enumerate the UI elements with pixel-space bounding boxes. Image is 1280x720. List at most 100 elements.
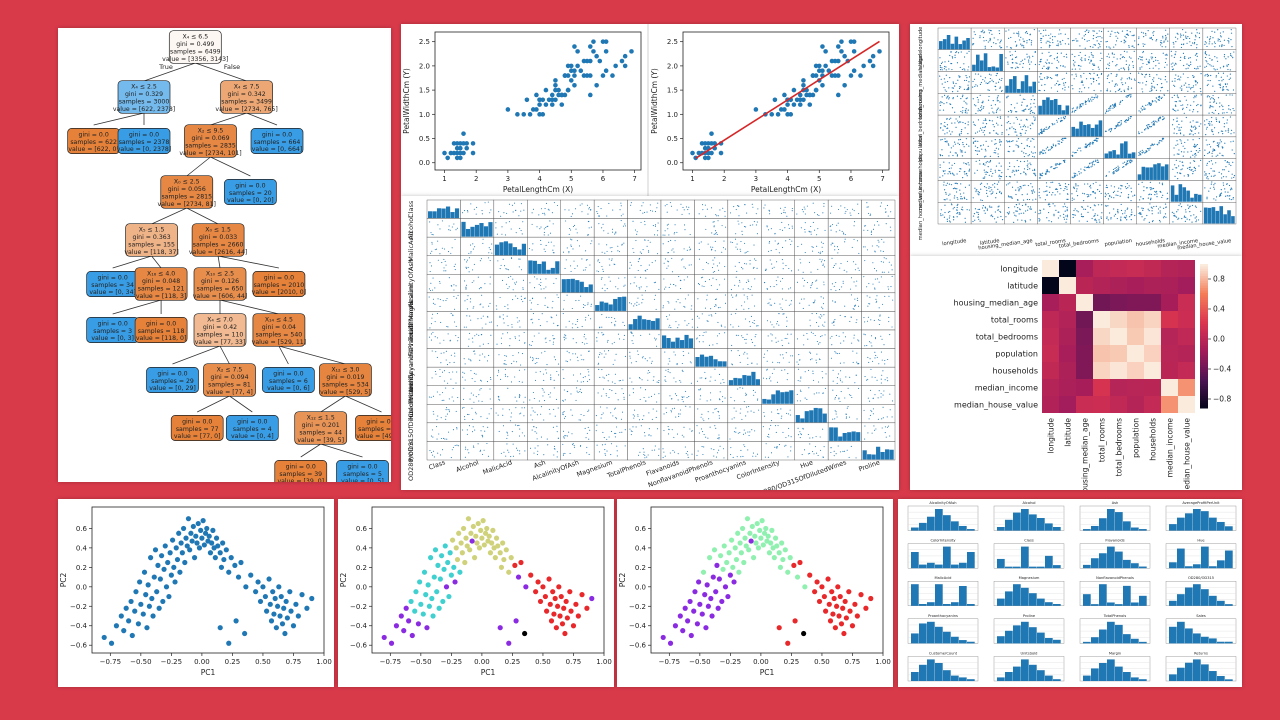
tree-node-text: value = [622, 0] [68,146,119,153]
matrix-hist-bar [962,40,966,50]
matrix-point [1022,38,1024,40]
matrix-point [782,357,784,359]
iris-point [568,68,574,74]
matrix-point [1152,32,1154,34]
matrix-point [1115,91,1117,93]
matrix-point [702,453,704,456]
matrix-point [952,96,954,99]
matrix-point [889,435,891,437]
matrix-point [436,337,439,339]
matrix-point [890,211,892,213]
matrix-point [601,332,603,334]
matrix-point [1151,82,1153,84]
matrix-point [540,413,542,415]
matrix-point [1030,103,1032,105]
tree-edge [210,156,251,177]
matrix-point [1177,75,1179,77]
matrix-point [948,130,951,132]
matrix-point [1228,108,1230,110]
matrix-point [683,305,685,308]
matrix-point [810,231,812,233]
matrix-point [632,414,634,416]
matrix-point [804,222,806,224]
matrix-point [597,356,600,358]
iris-point [826,68,832,74]
matrix-x-label: Proline [858,458,881,473]
matrix-point [875,338,877,340]
matrix-point [1211,30,1213,32]
matrix-point [846,407,848,409]
matrix-point [997,39,999,41]
matrix-point [562,399,564,401]
matrix-point [1141,109,1143,111]
matrix-point [1195,94,1197,96]
tree-node-box [252,313,306,347]
matrix-point [1210,120,1213,123]
matrix-point [715,427,717,429]
matrix-point [736,456,738,458]
matrix-point [812,221,814,224]
matrix-point [889,334,891,336]
matrix-point [817,228,819,230]
matrix-point [1071,84,1073,87]
matrix-hist-bar [946,34,951,50]
matrix-point [562,443,564,445]
matrix-point [1160,42,1162,44]
matrix-point [747,449,749,451]
matrix-point [766,288,768,290]
matrix-point [1207,83,1209,85]
iris-point [600,39,606,44]
matrix-point [873,319,875,322]
matrix-point [831,257,833,259]
matrix-point [451,396,453,398]
matrix-point [557,407,559,409]
matrix-point [788,361,790,363]
matrix-point [763,415,766,417]
tree-node-text: gini = 0.019 [326,374,364,381]
matrix-point [651,362,653,364]
matrix-point [980,81,982,84]
matrix-point [992,81,994,83]
matrix-point [743,294,745,296]
iris-point [813,73,819,78]
matrix-point [965,79,967,82]
matrix-point [577,326,579,328]
matrix-point [853,308,855,310]
matrix-point [1195,36,1197,38]
matrix-point [757,325,759,327]
matrix-point [1222,66,1225,68]
matrix-point [1124,82,1127,84]
matrix-point [1133,46,1135,49]
matrix-point [522,221,524,223]
matrix-point [479,389,481,391]
matrix-point [1185,35,1187,37]
matrix-point [546,438,548,440]
matrix-point [1182,73,1184,75]
matrix-point [717,410,719,412]
tree-node-text: samples = 110 [197,332,244,339]
matrix-point [1195,34,1197,36]
matrix-point [470,203,472,205]
matrix-point [1077,64,1080,67]
matrix-point [769,298,771,300]
matrix-point [1127,88,1129,91]
matrix-point [850,395,852,397]
matrix-point [710,376,712,378]
matrix-point [863,409,865,411]
matrix-point [578,245,581,247]
matrix-point [890,286,892,288]
matrix-point [1158,120,1160,122]
matrix-point [1113,105,1115,107]
matrix-point [948,68,950,70]
matrix-point [730,313,732,315]
matrix-point [572,338,574,340]
matrix-point [663,413,665,415]
matrix-point [870,233,872,235]
matrix-point [603,377,605,379]
tree-node-text: X₄ ≤ 2.5 [131,84,157,91]
matrix-point [812,202,814,204]
matrix-point [489,376,492,379]
matrix-point [504,368,506,370]
matrix-point [572,374,575,376]
matrix-point [1010,47,1012,49]
